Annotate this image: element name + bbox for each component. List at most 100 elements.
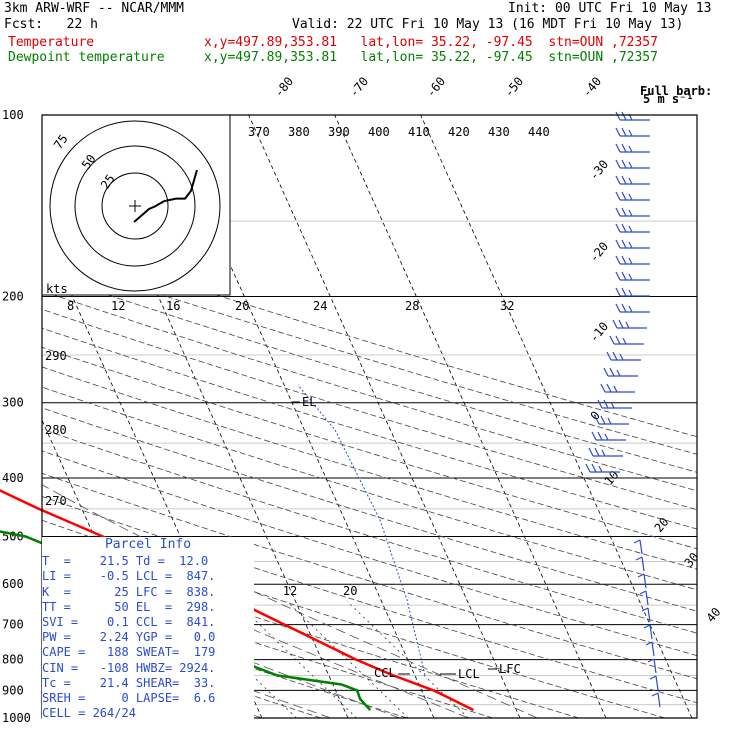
pressure-tick-label: 100 xyxy=(2,108,24,122)
wind-barb xyxy=(597,399,632,409)
parcel-path xyxy=(297,384,426,676)
parcel-info-row: SREH = 0 LAPSE= 6.6 xyxy=(42,691,216,706)
barb-legend-units: 5 m s⁻¹ xyxy=(643,92,694,106)
parcel-info-row: PW = 2.24 YGP = 0.0 xyxy=(42,630,216,645)
model-title: 3km ARW-WRF -- NCAR/MMM xyxy=(4,1,185,16)
wind-barb xyxy=(615,223,650,233)
theta-label: 370 xyxy=(248,125,270,139)
parcel-info-row: SVI = 0.1 CCL = 841. xyxy=(42,615,216,630)
pressure-tick-label: 600 xyxy=(2,577,24,591)
wind-barb xyxy=(615,271,650,281)
init-time: Init: 00 UTC Fri 10 May 13 xyxy=(508,1,712,16)
parcel-info-row: LI = -0.5 LCL = 847. xyxy=(42,569,216,584)
temperature-tick-label: -70 xyxy=(347,74,372,100)
temperature-tick-label: 0 xyxy=(588,408,603,423)
parcel-info-title: Parcel Info xyxy=(104,537,192,552)
wind-barb xyxy=(594,415,629,425)
parcel-info-row: TT = 50 EL = 298. xyxy=(42,599,216,614)
wind-barb xyxy=(603,367,638,377)
parcel-info-row: CELL = 264/24 xyxy=(42,706,136,721)
theta-label: 430 xyxy=(488,125,510,139)
mixing-ratio-label: 20 xyxy=(343,584,357,598)
dry-adiabat xyxy=(42,428,697,634)
wind-barb xyxy=(615,239,650,249)
wind-barb xyxy=(643,624,653,640)
moist-adiabat xyxy=(42,484,538,718)
dry-adiabat xyxy=(42,386,697,591)
theta-label: 280 xyxy=(45,423,67,437)
temperature-tick-label: -50 xyxy=(502,74,527,100)
wind-barb xyxy=(612,319,647,329)
temperature-tick-label: -60 xyxy=(424,74,449,100)
parcel-info-row: Tc = 21.4 SHEAR= 33. xyxy=(42,675,216,690)
parcel-info-row: CAPE = 188 SWEAT= 179 xyxy=(42,645,216,660)
wind-barb xyxy=(591,431,626,441)
temperature-tick-label: -10 xyxy=(587,319,612,345)
theta-label: 290 xyxy=(45,349,67,363)
pressure-tick-label: 700 xyxy=(2,618,24,632)
parcel-info-row: T = 21.5 Td = 12.0 xyxy=(42,554,209,569)
hodograph-trace xyxy=(133,169,198,223)
isotherm xyxy=(334,115,607,718)
hodograph-tick-label: 20 xyxy=(235,299,249,313)
mixing-ratio-line xyxy=(346,600,469,718)
dry-adiabat xyxy=(42,366,697,570)
dry-adiabat xyxy=(42,496,697,704)
hodograph-units-label: kts xyxy=(46,282,68,296)
wind-barb xyxy=(615,303,650,313)
pressure-tick-label: 1000 xyxy=(2,711,31,725)
barb-legend-title: Full barb: xyxy=(640,84,712,98)
hodograph-tick-label: 8 xyxy=(67,299,74,313)
wind-barb xyxy=(635,556,645,572)
wind-barb xyxy=(606,351,641,361)
isotherm xyxy=(76,115,349,718)
wind-barb xyxy=(615,207,650,217)
temperature-tick-label: -20 xyxy=(587,239,612,265)
wind-barb xyxy=(615,175,650,185)
forecast-hour: Fcst: 22 h xyxy=(4,17,98,32)
dry-adiabat xyxy=(42,472,697,680)
valid-time: Valid: 22 UTC Fri 10 May 13 (16 MDT Fri … xyxy=(292,17,684,32)
temperature-tick-label: 30 xyxy=(682,550,702,570)
wind-barb xyxy=(637,573,647,589)
isotherm xyxy=(420,115,693,718)
hodograph-ring-label: 25 xyxy=(98,172,118,192)
theta-label: 270 xyxy=(45,494,67,508)
hodograph-frame xyxy=(41,114,231,296)
parcel-info-row: K = 25 LFC = 838. xyxy=(42,584,216,599)
hodograph-tick-label: 28 xyxy=(405,299,419,313)
wind-barb xyxy=(615,143,650,153)
temperature-tick-label: 40 xyxy=(704,605,724,625)
wind-barb xyxy=(615,159,650,169)
temperature-trace xyxy=(0,489,474,712)
el-annotation: EL xyxy=(302,395,316,409)
temperature-tick-label: 10 xyxy=(602,468,622,488)
dewpoint-station-info: x,y=497.89,353.81 lat,lon= 35.22, -97.45… xyxy=(204,50,658,65)
wind-barb xyxy=(588,447,623,457)
theta-label: 400 xyxy=(368,125,390,139)
mixing-ratio-label: 12 xyxy=(283,584,297,598)
wind-barb xyxy=(600,383,635,393)
mixing-ratio-line xyxy=(234,600,357,718)
theta-label: 390 xyxy=(328,125,350,139)
wind-barb xyxy=(639,590,649,606)
pressure-tick-label: 900 xyxy=(2,683,24,697)
wind-barb xyxy=(641,607,651,623)
hodograph-tick-label: 16 xyxy=(166,299,180,313)
pressure-tick-label: 300 xyxy=(2,396,24,410)
mixing-ratio-line xyxy=(286,600,409,718)
dewpoint-trace xyxy=(0,530,372,711)
wind-barb xyxy=(615,255,650,265)
hodograph-ring-label: 50 xyxy=(79,152,99,172)
temperature-tick-label: 20 xyxy=(652,515,672,535)
wind-barb xyxy=(615,111,650,121)
hodograph-ring xyxy=(74,145,196,267)
wind-barb xyxy=(645,641,655,657)
wind-barb xyxy=(609,335,644,345)
hodograph-tick-label: 12 xyxy=(111,299,125,313)
isotherm xyxy=(162,115,435,718)
temperature-station-info: x,y=497.89,353.81 lat,lon= 35.22, -97.45… xyxy=(204,35,658,50)
hodograph-center xyxy=(129,200,141,212)
hodograph-ring xyxy=(101,172,169,240)
